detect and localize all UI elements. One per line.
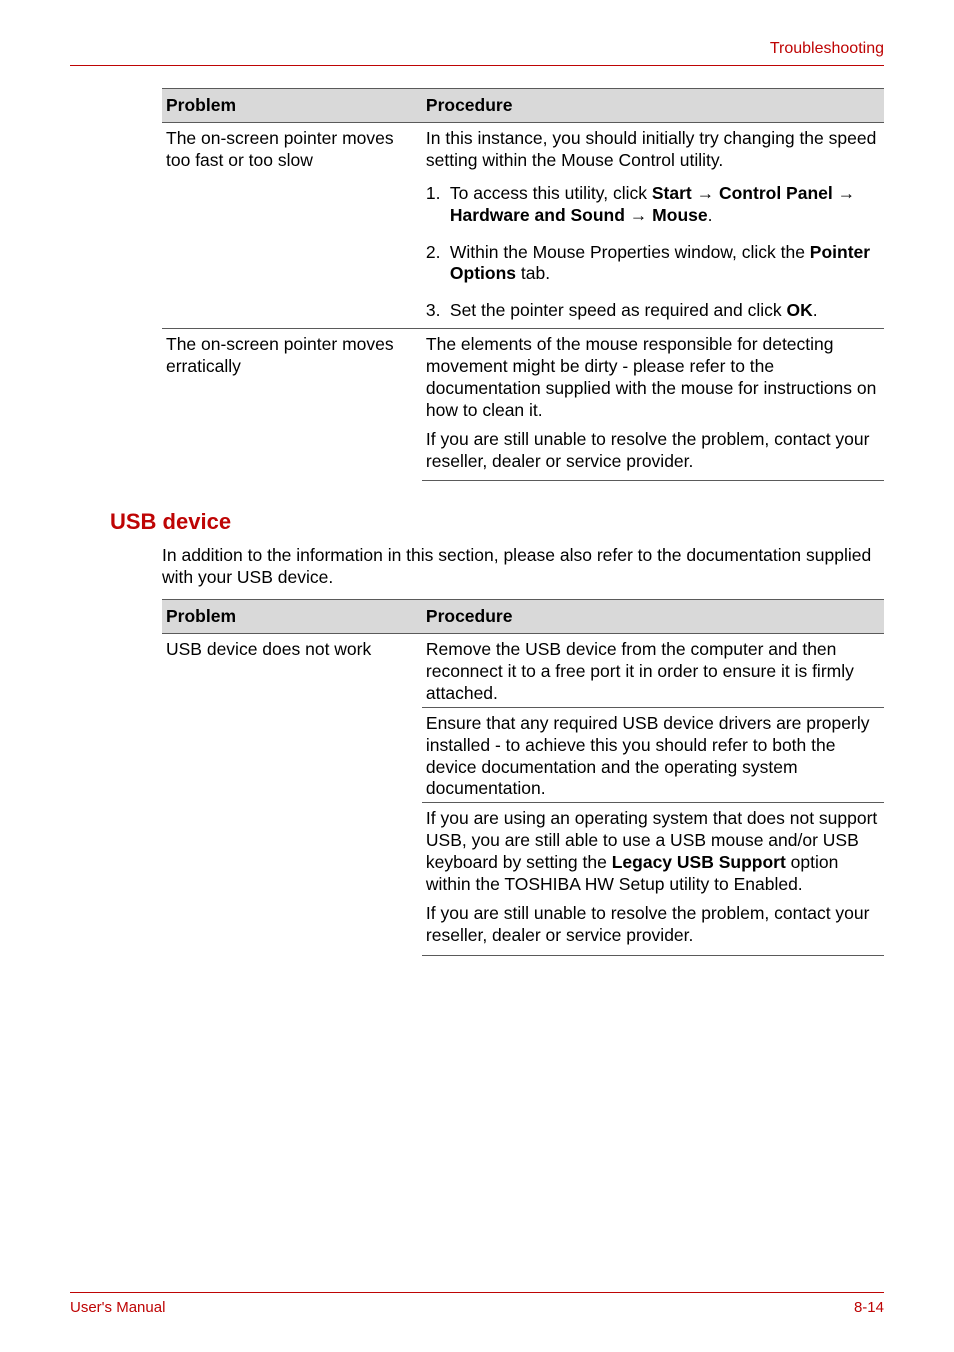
problem-cell: The on-screen pointer moves too fast or … — [162, 123, 422, 329]
header-section-title: Troubleshooting — [770, 40, 884, 58]
problem-cell: The on-screen pointer moves erratically — [162, 329, 422, 481]
step-number: 2. — [426, 242, 450, 286]
step-number: 1. — [426, 183, 450, 227]
ui-option-legacy-usb: Legacy USB Support — [612, 852, 786, 872]
ui-path-start: Start — [652, 183, 692, 203]
col-header-procedure: Procedure — [422, 89, 884, 123]
procedure-cell: 2. Within the Mouse Properties window, c… — [422, 233, 884, 292]
ui-path-hw-sound: Hardware and Sound — [450, 205, 625, 225]
table-header-row: Problem Procedure — [162, 600, 884, 634]
footer-manual-title: User's Manual — [70, 1299, 165, 1316]
procedure-cell: In this instance, you should initially t… — [422, 123, 884, 174]
table-row: The on-screen pointer moves erratically … — [162, 329, 884, 424]
col-header-problem: Problem — [162, 89, 422, 123]
procedure-cell: The elements of the mouse responsible fo… — [422, 329, 884, 424]
ui-path-mouse: Mouse — [652, 205, 707, 225]
troubleshoot-table-mouse: Problem Procedure The on-screen pointer … — [162, 88, 884, 481]
table-header-row: Problem Procedure — [162, 89, 884, 123]
section-usb-body: In addition to the information in this s… — [162, 545, 884, 955]
content-body: Problem Procedure The on-screen pointer … — [162, 88, 884, 481]
header-rule — [70, 65, 884, 66]
procedure-cell: If you are still unable to resolve the p… — [422, 898, 884, 955]
step-text: To access this utility, click Start → Co… — [450, 183, 880, 227]
troubleshoot-table-usb: Problem Procedure USB device does not wo… — [162, 599, 884, 955]
procedure-cell: Remove the USB device from the computer … — [422, 634, 884, 708]
procedure-cell: 1. To access this utility, click Start →… — [422, 174, 884, 233]
procedure-cell: Ensure that any required USB device driv… — [422, 707, 884, 803]
page: Troubleshooting Problem Procedure The on… — [0, 0, 954, 1352]
page-header: Troubleshooting — [70, 40, 884, 66]
step-text: Within the Mouse Properties window, clic… — [450, 242, 880, 286]
ui-path-control-panel: Control Panel — [719, 183, 833, 203]
procedure-cell: If you are using an operating system tha… — [422, 803, 884, 898]
section-intro-text: In addition to the information in this s… — [162, 545, 884, 589]
col-header-problem: Problem — [162, 600, 422, 634]
table-row: USB device does not work Remove the USB … — [162, 634, 884, 708]
col-header-procedure: Procedure — [422, 600, 884, 634]
section-heading-usb: USB device — [110, 509, 884, 535]
step-text: Set the pointer speed as required and cl… — [450, 300, 880, 322]
table-row: The on-screen pointer moves too fast or … — [162, 123, 884, 174]
ui-button-ok: OK — [787, 300, 813, 320]
page-footer: User's Manual 8-14 — [70, 1292, 884, 1316]
procedure-cell: If you are still unable to resolve the p… — [422, 424, 884, 481]
problem-cell: USB device does not work — [162, 634, 422, 955]
footer-page-number: 8-14 — [854, 1299, 884, 1316]
step-number: 3. — [426, 300, 450, 322]
procedure-cell: 3. Set the pointer speed as required and… — [422, 291, 884, 328]
